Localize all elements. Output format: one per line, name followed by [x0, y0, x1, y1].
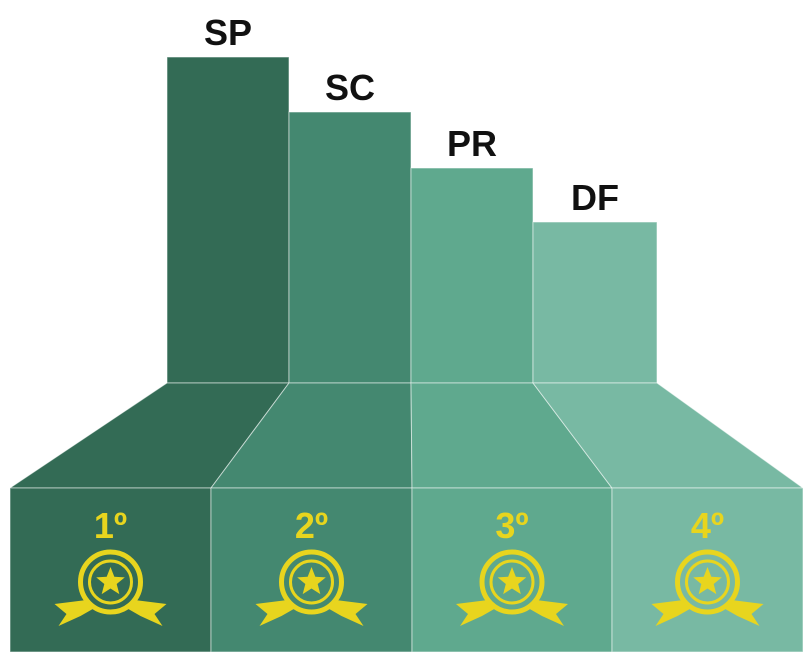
rank-label: 3º	[495, 505, 528, 546]
podium-slope	[531, 382, 803, 489]
bar-label: PR	[447, 123, 497, 164]
bar	[288, 111, 412, 384]
podium: SP 1º SC 2º PR 3º DF 4º	[8, 12, 803, 652]
bar-label: DF	[571, 177, 619, 218]
rank-label: 2º	[295, 505, 328, 546]
bar-label: SC	[325, 67, 375, 108]
rank-label: 1º	[94, 505, 127, 546]
bar-label: SP	[204, 12, 252, 53]
rank-label: 4º	[691, 505, 724, 546]
bar	[166, 56, 290, 384]
bar	[532, 221, 658, 384]
bar	[410, 167, 534, 384]
